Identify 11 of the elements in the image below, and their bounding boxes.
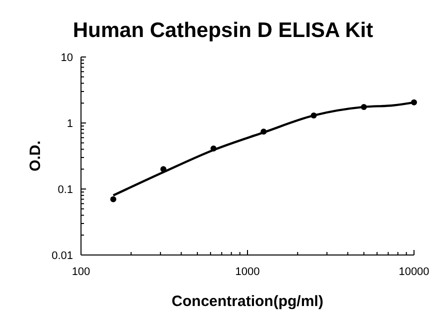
x-tick-label: 10000 — [398, 266, 430, 278]
x-tick-label: 1000 — [235, 266, 260, 278]
y-tick-label: 0.1 — [58, 184, 73, 196]
x-axis-title: Concentration(pg/ml) — [172, 293, 324, 310]
point — [110, 196, 116, 202]
y-tick-label: 10 — [60, 52, 73, 64]
y-tick-label: 0.01 — [52, 250, 73, 262]
y-axis-title: O.D. — [27, 140, 44, 172]
chart-title: Human Cathepsin D ELISA Kit — [72, 19, 374, 42]
x-tick-label: 100 — [72, 266, 90, 278]
y-tick-label: 1 — [66, 118, 73, 130]
